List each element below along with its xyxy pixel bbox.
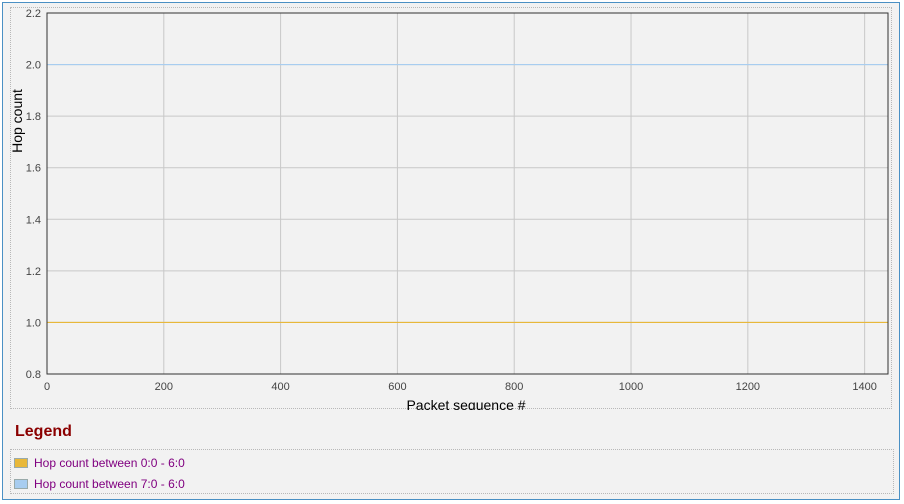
x-tick-label: 1000 (619, 381, 643, 393)
y-tick-label: 2.0 (26, 60, 41, 72)
legend-label-0-6: Hop count between 0:0 - 6:0 (34, 456, 185, 470)
y-axis-title: Hop count (11, 89, 25, 153)
plot-border (46, 12, 889, 375)
x-tick-label: 600 (388, 381, 406, 393)
plot-background (47, 13, 888, 374)
x-tick-label: 0 (44, 381, 50, 393)
x-tick-label: 800 (505, 381, 523, 393)
y-tick-label: 1.0 (26, 317, 41, 329)
y-tick-label: 2.2 (26, 8, 41, 20)
legend-title: Legend (15, 423, 72, 440)
y-tick-label: 0.8 (26, 369, 41, 381)
y-tick-label: 1.4 (26, 214, 41, 226)
legend-label-7-6: Hop count between 7:0 - 6:0 (34, 477, 185, 491)
hop-count-chart: 0 200 400 600 800 1000 1200 1400 0.8 1.0 1.2 1.4 1.6… (11, 8, 889, 410)
x-tick-label: 400 (271, 381, 289, 393)
x-tick-label: 200 (155, 381, 173, 393)
legend-swatch-7-6 (14, 479, 28, 489)
legend: Hop count between 0:0 - 6:0 Hop count be… (10, 449, 894, 494)
y-tick-label: 1.2 (26, 266, 41, 278)
x-tick-label: 1400 (852, 381, 876, 393)
y-tick-label: 1.6 (26, 163, 41, 175)
x-tick-label: 1200 (736, 381, 760, 393)
legend-swatch-0-6 (14, 458, 28, 468)
y-tick-label: 1.8 (26, 111, 41, 123)
chart-area: 0 200 400 600 800 1000 1200 1400 0.8 1.0 1.2 1.4 1.6… (10, 7, 892, 410)
x-axis-title: Packet sequence # (406, 397, 525, 410)
